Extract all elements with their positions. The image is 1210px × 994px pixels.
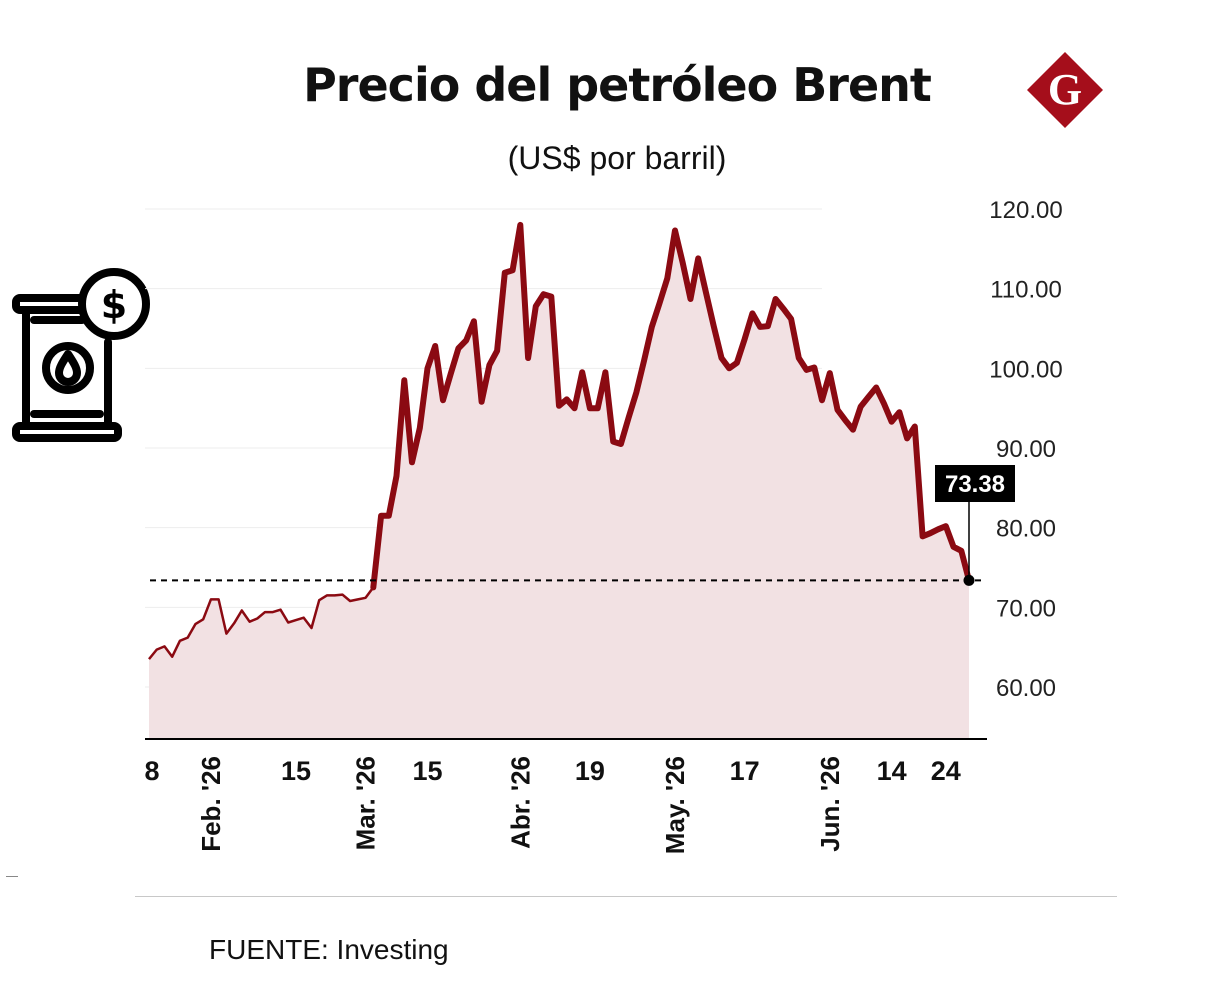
last-value-callout: 73.38	[935, 465, 1015, 586]
price-area	[149, 224, 969, 739]
x-tick-label-month: May. '26	[660, 756, 690, 854]
y-tick-labels: 120.00 110.00 100.00 90.00 80.00 70.00 60.00	[989, 197, 1062, 702]
y-tick-label: 60.00	[996, 675, 1056, 702]
last-value-label: 73.38	[945, 471, 1005, 498]
price-line-layer	[148, 221, 972, 660]
y-tick-label: 70.00	[996, 595, 1056, 622]
chart-subtitle: (US$ por barril)	[507, 140, 727, 176]
oil-barrel-dollar-icon: $	[12, 268, 150, 442]
logo-diamond	[1027, 52, 1103, 128]
logo-letter: G	[1048, 65, 1082, 114]
x-tick-label: 15	[281, 756, 311, 786]
svg-text:$: $	[101, 283, 127, 327]
margin-mark	[6, 876, 18, 877]
area-fill-layer	[149, 224, 969, 739]
x-tick-label: 17	[730, 756, 760, 786]
price-line-early	[148, 586, 375, 660]
y-tick-label: 120.00	[989, 197, 1062, 224]
x-tick-labels: 8 Feb. '26 15 Mar. '26 15 Abr. '26 19 May. '26 1…	[144, 756, 960, 854]
source-note: FUENTE: Investing	[209, 934, 449, 965]
x-tick-label: 8	[144, 756, 159, 786]
price-line	[370, 221, 972, 591]
y-tick-label: 80.00	[996, 516, 1056, 543]
x-tick-label: 19	[575, 756, 605, 786]
chart-title: Precio del petróleo Brent	[303, 58, 932, 112]
y-tick-label: 100.00	[989, 356, 1062, 383]
brent-price-chart: 120.00 110.00 100.00 90.00 80.00 70.00 60.00 8…	[144, 197, 1062, 854]
last-value-marker	[963, 574, 975, 586]
x-tick-label: 14	[877, 756, 907, 786]
x-tick-label-month: Feb. '26	[196, 756, 226, 852]
y-tick-label: 110.00	[990, 277, 1062, 304]
footer-divider	[135, 896, 1117, 897]
gestion-logo-icon: G	[1027, 52, 1103, 128]
x-tick-label-month: Jun. '26	[815, 756, 845, 852]
y-tick-label: 90.00	[996, 436, 1056, 463]
x-tick-label: 15	[412, 756, 442, 786]
callout-box	[935, 465, 1015, 502]
x-tick-label-month: Mar. '26	[351, 756, 381, 850]
x-tick-label-month: Abr. '26	[505, 756, 535, 849]
x-tick-label: 24	[931, 756, 961, 786]
